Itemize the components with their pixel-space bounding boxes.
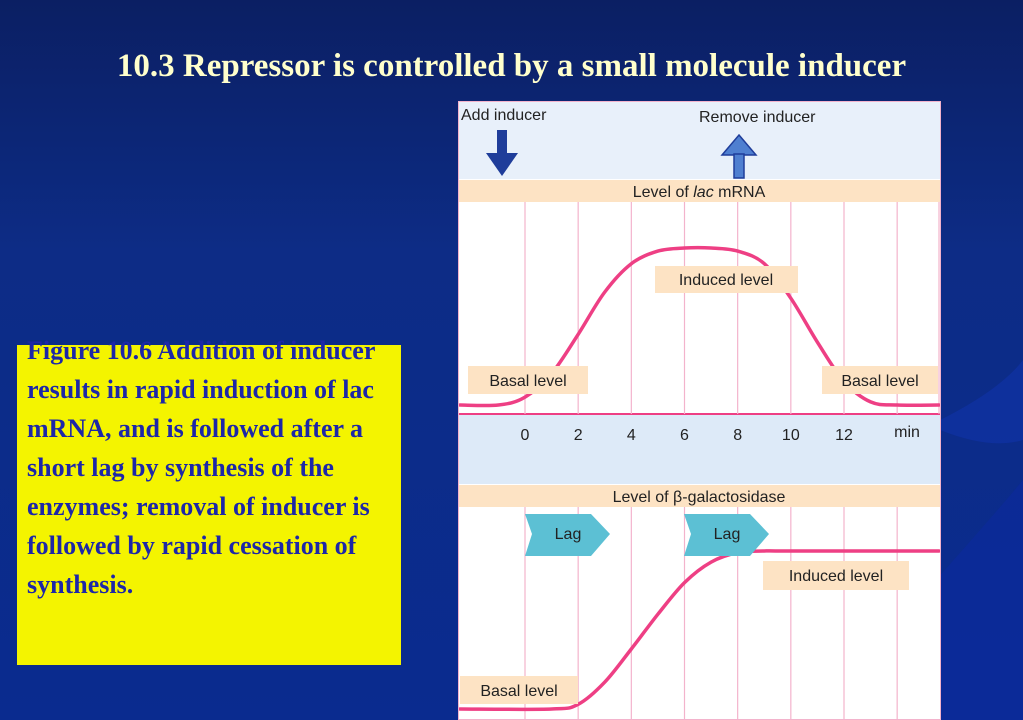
time-tick-label: 4 [627,427,636,444]
figure-caption: Figure 10.6 Addition of inducer results … [27,336,375,599]
gal-induced-label: Induced level [789,568,883,585]
down-arrow-icon [486,130,518,176]
time-tick-label: 12 [835,427,853,444]
time-tick-label: 2 [574,427,583,444]
time-tick-label: 0 [521,427,530,444]
lac-induction-figure: Add inducer Remove inducer Level of lac … [458,101,941,720]
time-axis-band [458,414,941,484]
mrna-basal-right-label: Basal level [841,373,918,390]
lag-arrow-start: Lag [525,514,610,556]
remove-inducer-label: Remove inducer [699,109,816,126]
lag-arrow-end: Lag [684,514,769,556]
add-inducer-label: Add inducer [461,107,547,124]
mrna-basal-right-bg [822,366,938,394]
time-axis-unit: min [894,424,920,441]
figure-panel: Add inducer Remove inducer Level of lac … [458,101,941,720]
header-band [458,101,941,179]
gal-basal-label: Basal level [480,683,557,700]
mrna-basal-left-label: Basal level [489,373,566,390]
gal-basal-label-bg [460,676,578,704]
time-tick-label: 10 [782,427,800,444]
mrna-basal-left-bg [468,366,588,394]
slide-title: 10.3 Repressor is controlled by a small … [116,48,907,84]
caption-box [17,345,401,665]
galactosidase-level-curve [458,549,941,712]
mrna-panel-title: Level of lac mRNA [633,184,766,201]
up-arrow-icon [720,133,758,179]
time-axis: 0 2 4 6 8 10 12 [521,427,853,444]
mrna-induced-label: Induced level [679,272,773,289]
mrna-title-band [458,180,941,202]
gal-induced-label-bg [763,561,909,590]
galactosidase-panel-title: Level of β-galactosidase [613,489,786,506]
time-tick-label: 8 [733,427,742,444]
mrna-induced-label-bg [655,266,798,293]
time-tick-label: 6 [680,427,689,444]
galactosidase-title-band [458,485,941,507]
lag-label-start: Lag [555,526,582,543]
lag-label-end: Lag [714,526,741,543]
